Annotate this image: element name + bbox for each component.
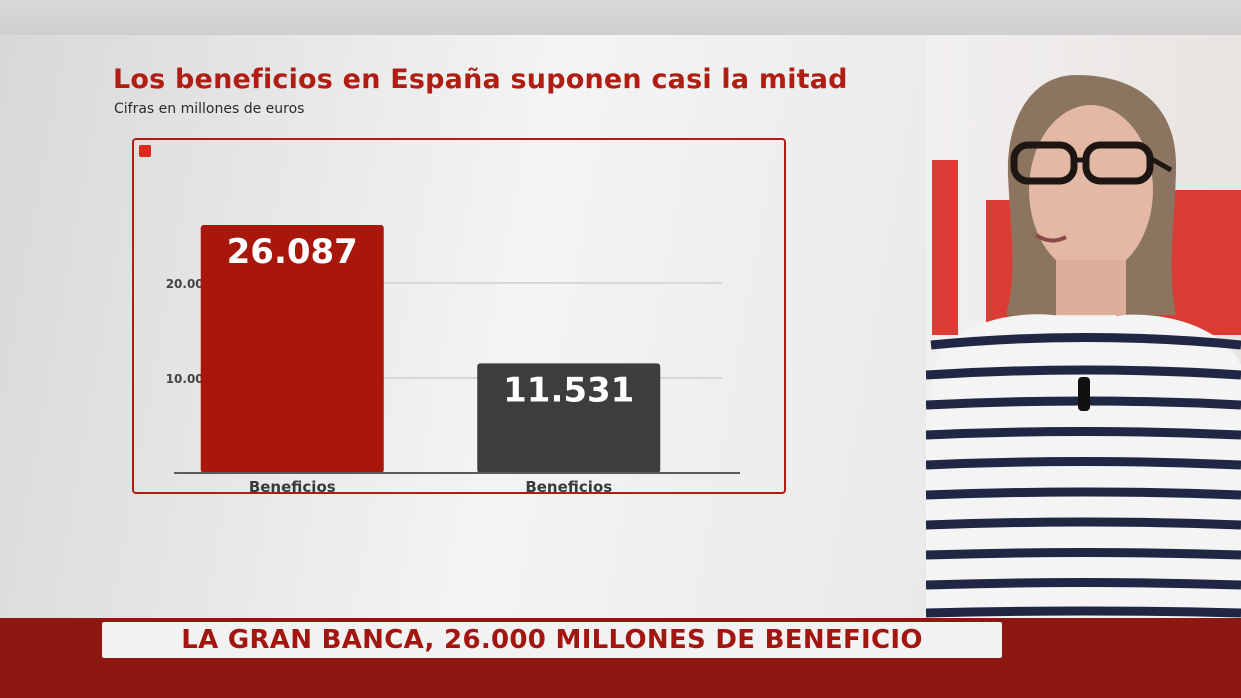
- chart-title: Los beneficios en España suponen casi la…: [113, 64, 848, 95]
- presenter-video: [926, 35, 1241, 618]
- y-tick-label: 20.000: [166, 277, 212, 291]
- presenter-silhouette: [926, 75, 1241, 618]
- bar: [477, 363, 661, 473]
- chart-subtitle: Cifras en millones de euros: [114, 101, 305, 117]
- chart-frame: 10.00020.00026.087Beneficiostotales11.53…: [132, 138, 786, 494]
- top-band: [0, 0, 1241, 35]
- ticker-headline: LA GRAN BANCA, 26.000 MILLONES DE BENEFI…: [181, 625, 923, 655]
- bar-value-label: 26.087: [227, 232, 358, 272]
- bar: [200, 225, 384, 473]
- infographic-panel: [0, 35, 926, 618]
- bar-chart: 10.00020.00026.087Beneficiostotales11.53…: [166, 225, 740, 492]
- category-label: Beneficios: [525, 478, 612, 492]
- ticker-headline-box: LA GRAN BANCA, 26.000 MILLONES DE BENEFI…: [102, 622, 1002, 658]
- y-tick-label: 10.000: [166, 372, 212, 386]
- category-label: Beneficios: [249, 478, 336, 492]
- bar-value-label: 11.531: [503, 370, 634, 410]
- frame-marker-icon: [139, 145, 151, 157]
